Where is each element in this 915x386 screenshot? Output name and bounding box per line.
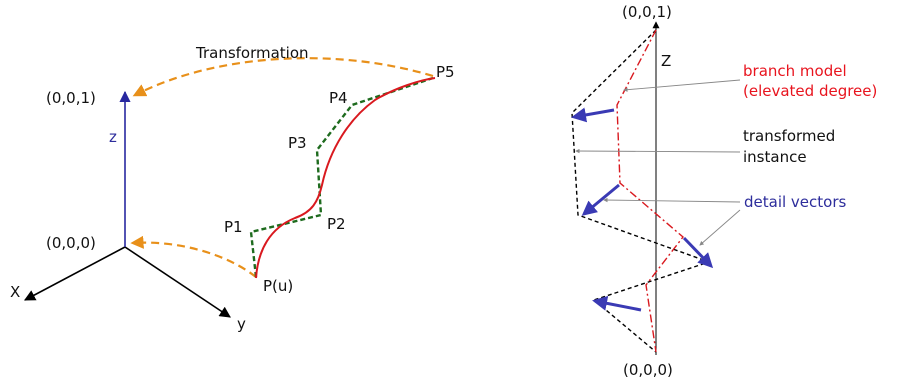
pu-label: P(u): [263, 277, 293, 295]
detail-vector-1: [571, 107, 615, 123]
right-panel: (0,0,1) (0,0,0) Z branch model (elevated…: [571, 3, 877, 379]
branch-model-label-line1: branch model: [743, 62, 847, 80]
p1-label: P1: [224, 218, 243, 236]
transformed-instance-label-line1: transformed: [743, 127, 835, 145]
top-point-label: (0,0,1): [622, 3, 672, 21]
p2-label: P2: [327, 215, 346, 233]
leader-detail-vectors-1: [603, 197, 741, 203]
detail-vector-3: [682, 236, 714, 269]
transformed-instance-label-line2: instance: [743, 148, 807, 166]
detail-vectors-label: detail vectors: [744, 193, 847, 211]
leader-detail-vectors-2: [699, 209, 741, 246]
detail-vector-2: [581, 183, 620, 216]
x-axis-label: X: [10, 283, 20, 301]
x-axis-arrow: [24, 246, 126, 301]
transformed-instance: [571, 29, 712, 353]
leader-transformed-instance: [575, 148, 741, 154]
spline-curve: [255, 77, 436, 279]
left-panel: Transformation (0,0,1) (0,0,0) X y z P1 …: [10, 44, 455, 333]
origin-bottom-label: (0,0,0): [46, 234, 96, 252]
origin-top-label: (0,0,1): [46, 89, 96, 107]
z-axis-label-right: Z: [661, 52, 671, 70]
transformation-arrow-top: [132, 57, 434, 97]
z-axis-label: z: [109, 128, 117, 146]
branch-model: [616, 29, 684, 353]
transformation-arrow-bottom: [130, 235, 257, 278]
detail-vector-4: [592, 295, 642, 312]
branch-model-label-line2: (elevated degree): [743, 82, 877, 100]
leader-branch-model: [623, 79, 741, 92]
p3-label: P3: [288, 134, 307, 152]
y-axis-arrow: [124, 246, 231, 318]
bottom-point-label: (0,0,0): [623, 361, 673, 379]
control-polygon: [249, 76, 434, 278]
p4-label: P4: [329, 89, 348, 107]
p5-label: P5: [436, 63, 455, 81]
y-axis-label: y: [237, 315, 246, 333]
transformation-label: Transformation: [195, 44, 309, 62]
